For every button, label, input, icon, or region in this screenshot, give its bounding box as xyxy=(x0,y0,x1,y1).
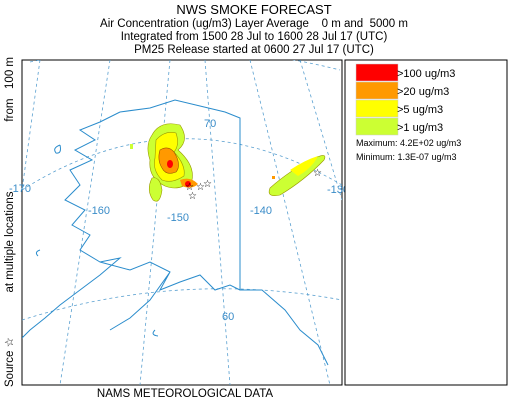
svg-text:☆: ☆ xyxy=(196,182,205,193)
legend-swatch xyxy=(355,63,399,82)
legend-max: Maximum: 4.2E+02 ug/m3 xyxy=(356,138,461,148)
grid-label: -170 xyxy=(9,183,31,195)
legend-label: >20 ug/m3 xyxy=(397,86,449,98)
coastline xyxy=(22,99,329,366)
grid-label: -160 xyxy=(88,205,110,217)
smoke-plume xyxy=(148,177,163,202)
legend-label: >5 ug/m3 xyxy=(397,104,443,116)
side-label-part: at multiple locations xyxy=(4,191,16,292)
grid-label: -130 xyxy=(327,184,349,196)
svg-text:☆: ☆ xyxy=(313,168,322,179)
smoke-plume xyxy=(130,144,133,149)
legend-swatch xyxy=(355,81,399,100)
lon-line xyxy=(139,60,171,385)
lat-line xyxy=(22,288,342,321)
legend-swatch xyxy=(355,99,399,118)
grid-label: -140 xyxy=(250,205,272,217)
side-label-part: Source ☆ xyxy=(4,337,16,387)
grid-label: -150 xyxy=(167,212,189,224)
svg-text:☆: ☆ xyxy=(188,191,197,202)
svg-text:☆: ☆ xyxy=(185,182,194,193)
title: NWS SMOKE FORECAST xyxy=(176,2,331,17)
subtitle-line: PM25 Release started at 0600 27 Jul 17 (… xyxy=(134,44,374,56)
svg-text:☆: ☆ xyxy=(203,179,212,190)
lon-line xyxy=(59,60,111,385)
side-label: Source ☆ at multiple locations from 100 … xyxy=(4,57,16,387)
source-stars: ☆☆☆ ☆☆ xyxy=(185,168,322,202)
map-frame xyxy=(21,59,343,386)
map: ☆☆☆ ☆☆ xyxy=(22,60,342,385)
legend: >100 ug/m3 >20 ug/m3 >5 ug/m3 >1 ug/m3 xyxy=(355,63,455,136)
footer: NAMS METEOROLOGICAL DATA xyxy=(97,388,273,400)
smoke-plume xyxy=(147,123,198,189)
lat-line xyxy=(29,60,341,71)
lon-line xyxy=(204,60,231,385)
grid-label: 70 xyxy=(204,118,216,130)
smoke-plume xyxy=(272,176,275,179)
lon-line xyxy=(249,60,331,385)
island xyxy=(35,144,159,337)
subtitle-line: Air Concentration (ug/m3) Layer Average … xyxy=(100,18,408,30)
grid-label: 60 xyxy=(222,311,234,323)
lon-line xyxy=(299,60,342,201)
legend-min: Minimum: 1.3E-07 ug/m3 xyxy=(356,152,457,162)
smoke-plume xyxy=(290,156,318,176)
legend-swatch xyxy=(355,117,399,136)
lon-line xyxy=(22,60,41,191)
subtitle-line: Integrated from 1500 28 Jul to 1600 28 J… xyxy=(121,31,388,43)
legend-label: >100 ug/m3 xyxy=(397,68,455,80)
side-label-part: from 100 m xyxy=(4,57,16,122)
legend-label: >1 ug/m3 xyxy=(397,122,443,134)
